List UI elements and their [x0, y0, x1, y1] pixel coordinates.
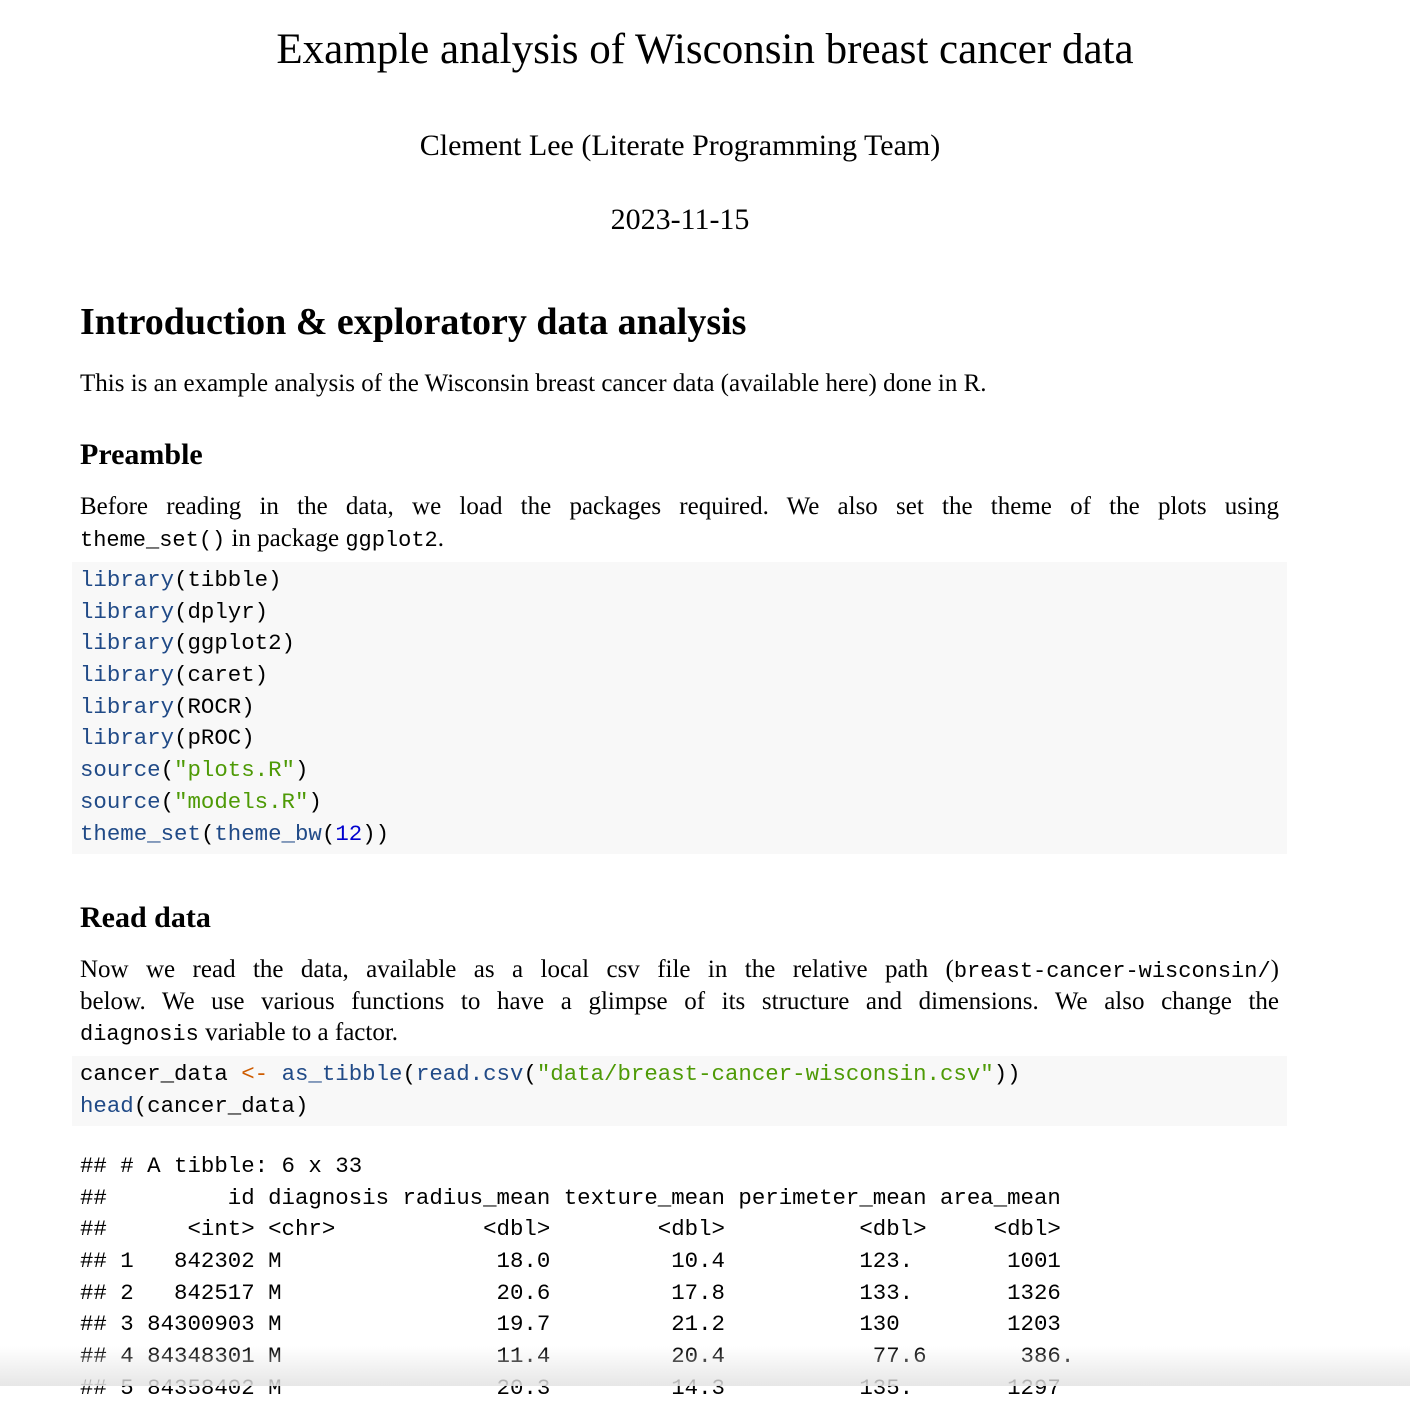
code-token: 12	[335, 820, 363, 847]
inline-code: theme_set()	[80, 527, 226, 553]
bottom-fade	[0, 1346, 1410, 1386]
code-token: (dplyr)	[174, 598, 269, 625]
code-token: (	[402, 1061, 416, 1087]
text-run: Before reading in the data, we load the …	[80, 493, 1279, 520]
code-token: ))	[993, 1061, 1021, 1087]
output-line: ## 1 842302 M 18.0 10.4 123. 1001	[80, 1248, 1061, 1275]
code-token: head	[80, 1092, 134, 1119]
inline-code: ggplot2	[345, 527, 438, 553]
code-token: <-	[241, 1061, 269, 1087]
code-token: )	[308, 788, 322, 815]
code-token: library	[80, 693, 175, 720]
code-line: source("models.R")	[80, 787, 389, 819]
code-token: library	[80, 598, 175, 625]
text-run: below. We use various functions to have …	[80, 987, 1279, 1015]
code-token: source	[80, 757, 161, 784]
paragraph-line: Now we read the data, available as a loc…	[80, 954, 1279, 986]
paragraph: Now we read the data, available as a loc…	[80, 954, 1279, 1049]
text-run: .	[437, 524, 444, 552]
code-token	[268, 1061, 281, 1087]
code-token: (	[160, 757, 175, 784]
code-block: library(tibble) library(dplyr) library(ggp…	[72, 562, 1287, 855]
code-token: (	[200, 820, 215, 847]
output-line: ## # A tibble: 6 x 33	[80, 1153, 363, 1179]
code-token: library	[80, 725, 175, 752]
paragraph-line: This is an example analysis of the Wisco…	[80, 368, 1279, 400]
code-lines: cancer_data <- as_tibble(read.csv("data/…	[80, 1059, 1021, 1122]
code-token: (cancer_data)	[133, 1092, 309, 1119]
code-token: source	[80, 788, 161, 815]
code-token: (pROC)	[174, 725, 255, 752]
code-line: head(cancer_data)	[80, 1091, 1021, 1123]
paragraph-line: diagnosis variable to a factor.	[80, 1017, 1279, 1049]
code-token: (	[321, 820, 336, 847]
output-line: ## 2 842517 M 20.6 17.8 133. 1326	[80, 1279, 1061, 1306]
code-line: library(caret)	[80, 660, 389, 692]
paragraph-line: below. We use various functions to have …	[80, 986, 1279, 1018]
paragraph: This is an example analysis of the Wisco…	[80, 368, 1279, 400]
date: 2023-11-15	[610, 203, 750, 236]
code-line: library(dplyr)	[80, 597, 389, 629]
code-token: (tibble)	[174, 567, 282, 593]
text-run: in package	[225, 524, 346, 552]
code-line: library(ggplot2)	[80, 628, 389, 660]
code-token: library	[80, 630, 175, 657]
text-run: )	[1270, 956, 1279, 983]
text-run: variable to a factor.	[198, 1019, 399, 1046]
code-token: theme_set	[80, 820, 201, 847]
code-line: cancer_data <- as_tibble(read.csv("data/…	[80, 1059, 1021, 1091]
code-token: (	[160, 788, 175, 815]
text-run: This is an example analysis of the Wisco…	[80, 370, 987, 397]
output-line: ## 3 84300903 M 19.7 21.2 130 1203	[80, 1311, 1061, 1338]
inline-code: breast-cancer-wisconsin/	[953, 959, 1271, 984]
code-token: (	[523, 1061, 537, 1087]
code-token: "models.R"	[174, 788, 309, 815]
code-line: source("plots.R")	[80, 755, 389, 787]
code-token: theme_bw	[214, 820, 322, 847]
code-token: (ggplot2)	[174, 630, 295, 657]
section-heading: Introduction & exploratory data analysis	[80, 301, 747, 343]
inline-code: diagnosis	[80, 1022, 199, 1047]
paragraph: Before reading in the data, we load the …	[80, 491, 1279, 554]
code-token: ))	[362, 820, 390, 847]
code-token: read.csv	[415, 1061, 524, 1087]
doc-title: Example analysis of Wisconsin breast can…	[276, 26, 1134, 73]
output-line: ## <int> <chr> <dbl> <dbl> <dbl> <dbl>	[80, 1216, 1061, 1243]
author: Clement Lee (Literate Programming Team)	[419, 129, 941, 162]
code-token: cancer_data	[80, 1061, 242, 1087]
code-token: (ROCR)	[174, 693, 255, 720]
code-token: "data/breast-cancer-wisconsin.csv"	[536, 1061, 994, 1087]
code-line: library(ROCR)	[80, 692, 389, 724]
code-token: library	[80, 662, 175, 689]
subsection-heading: Read data	[80, 901, 211, 934]
code-token: library	[80, 567, 175, 593]
subsection-heading: Preamble	[80, 438, 203, 471]
text-run: Now we read the data, available as a loc…	[80, 956, 954, 983]
code-line: theme_set(theme_bw(12))	[80, 819, 389, 851]
code-token: (caret)	[174, 662, 269, 689]
code-lines: library(tibble) library(dplyr) library(ggp…	[80, 565, 389, 850]
code-line: library(pROC)	[80, 723, 389, 755]
paragraph-line: Before reading in the data, we load the …	[80, 491, 1279, 523]
code-block: cancer_data <- as_tibble(read.csv("data/…	[72, 1056, 1287, 1127]
paragraph-line: theme_set() in package ggplot2.	[80, 523, 1279, 555]
output-line: ## id diagnosis radius_mean texture_mean…	[80, 1184, 1061, 1211]
code-token: "plots.R"	[174, 757, 295, 784]
code-token: )	[295, 757, 309, 784]
code-token: as_tibble	[281, 1061, 403, 1087]
code-line: library(tibble)	[80, 565, 389, 597]
